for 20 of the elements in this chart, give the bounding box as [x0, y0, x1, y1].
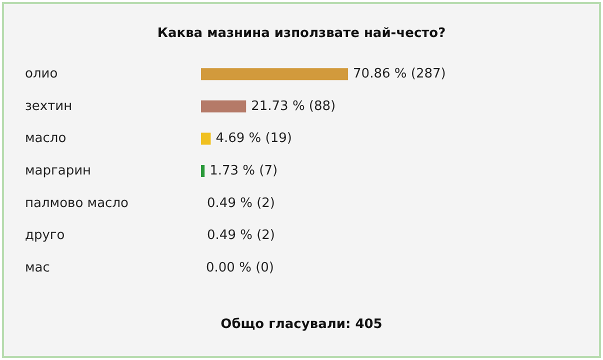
y-tick-label: маргарин: [25, 164, 92, 178]
data-label: 0.49 % (2): [207, 196, 275, 211]
bar: [201, 68, 348, 80]
y-tick-label: друго: [25, 228, 65, 244]
data-label: 1.73 % (7): [210, 164, 278, 178]
y-tick-label: масло: [25, 131, 66, 146]
y-tick-label: олио: [25, 66, 58, 82]
bar: [201, 132, 211, 145]
text: Общо гласували: 405: [220, 317, 382, 332]
data-label: 0.49 % (2): [207, 228, 275, 244]
data-label: 21.73 % (88): [251, 98, 336, 114]
y-tick-label: мас: [25, 260, 50, 276]
y-tick-label: зехтин: [25, 98, 72, 114]
bar: [201, 165, 205, 177]
chart-title: Каква мазнина използвате най-често?: [157, 26, 446, 41]
y-tick-label: палмово масло: [25, 196, 129, 211]
data-label: 0.00 % (0): [206, 260, 274, 276]
data-label: 70.86 % (287): [353, 66, 446, 82]
bar: [201, 100, 246, 112]
data-label: 4.69 % (19): [216, 131, 292, 146]
